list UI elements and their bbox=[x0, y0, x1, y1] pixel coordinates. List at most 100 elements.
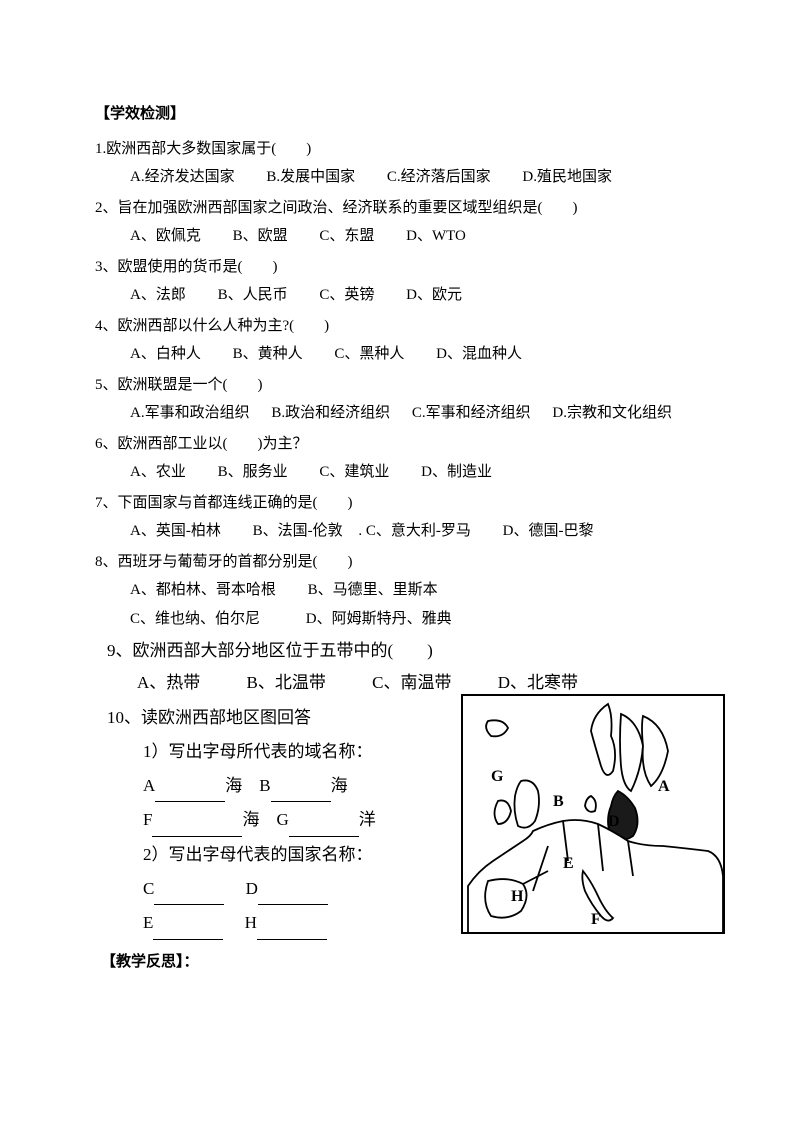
map-label-g: G bbox=[491, 768, 504, 785]
q1-opt-b: B.发展中国家 bbox=[266, 163, 355, 192]
q3-opt-d: D、欧元 bbox=[406, 281, 462, 310]
q2-opt-b: B、欧盟 bbox=[233, 222, 288, 251]
q4-opt-c: C、黑种人 bbox=[334, 340, 404, 369]
q5-opt-d: D.宗教和文化组织 bbox=[552, 399, 672, 428]
q7-opt-c: . C、意大利-罗马 bbox=[358, 517, 471, 546]
q10-e-label: E bbox=[143, 913, 153, 932]
q10-h-blank bbox=[257, 923, 327, 940]
q6-options: A、农业 B、服务业 C、建筑业 D、制造业 bbox=[95, 458, 705, 487]
q10-f-blank bbox=[152, 820, 242, 837]
q8-options-2: C、维也纳、伯尔尼 D、阿姆斯特丹、雅典 bbox=[95, 605, 705, 634]
q4-opt-a: A、白种人 bbox=[130, 340, 201, 369]
q5-text: 5、欧洲联盟是一个( ) bbox=[95, 371, 705, 400]
q10-d-blank bbox=[258, 888, 328, 905]
q10-g-suffix: 洋 bbox=[359, 810, 376, 829]
q1-opt-d: D.殖民地国家 bbox=[522, 163, 612, 192]
q10-g-label: G bbox=[276, 810, 288, 829]
q10-blank-row-3: C D bbox=[143, 873, 455, 905]
q2-opt-a: A、欧佩克 bbox=[130, 222, 201, 251]
q8-opt-b: B、马德里、里斯本 bbox=[308, 576, 438, 605]
q1-options: A.经济发达国家 B.发展中国家 C.经济落后国家 D.殖民地国家 bbox=[95, 163, 705, 192]
q2-options: A、欧佩克 B、欧盟 C、东盟 D、WTO bbox=[95, 222, 705, 251]
q10-c-blank bbox=[154, 888, 224, 905]
q3-text: 3、欧盟使用的货币是( ) bbox=[95, 253, 705, 282]
question-6: 6、欧洲西部工业以( )为主？ A、农业 B、服务业 C、建筑业 D、制造业 bbox=[95, 430, 705, 487]
europe-map-svg: G B A D E H F bbox=[463, 696, 725, 934]
map-label-e: E bbox=[563, 855, 574, 872]
map-label-h: H bbox=[511, 888, 524, 905]
map-label-d: D bbox=[608, 813, 620, 830]
q5-opt-b: B.政治和经济组织 bbox=[271, 399, 390, 428]
q6-opt-a: A、农业 bbox=[130, 458, 186, 487]
q8-opt-c: C、维也纳、伯尔尼 bbox=[130, 605, 260, 634]
map-label-a: A bbox=[658, 778, 670, 795]
q10-sub2: 2）写出字母代表的国家名称： bbox=[143, 839, 455, 871]
question-3: 3、欧盟使用的货币是( ) A、法郎 B、人民币 C、英镑 D、欧元 bbox=[95, 253, 705, 310]
q2-opt-c: C、东盟 bbox=[319, 222, 374, 251]
q5-opt-c: C.军事和经济组织 bbox=[412, 399, 531, 428]
q3-opt-a: A、法郎 bbox=[130, 281, 186, 310]
q10-d-label: D bbox=[246, 879, 258, 898]
question-2: 2、旨在加强欧洲西部国家之间政治、经济联系的重要区域型组织是( ) A、欧佩克 … bbox=[95, 194, 705, 251]
q6-opt-d: D、制造业 bbox=[421, 458, 492, 487]
q10-c-label: C bbox=[143, 879, 154, 898]
map-label-f: F bbox=[591, 911, 601, 928]
q4-opt-b: B、黄种人 bbox=[233, 340, 303, 369]
q10-f-suffix: 海 bbox=[242, 810, 259, 829]
q10-h-label: H bbox=[245, 913, 257, 932]
q5-opt-a: A.军事和政治组织 bbox=[130, 399, 250, 428]
q10-a-suffix: 海 bbox=[225, 776, 242, 795]
q8-opt-d: D、阿姆斯特丹、雅典 bbox=[306, 605, 452, 634]
q8-text: 8、西班牙与葡萄牙的首都分别是( ) bbox=[95, 548, 705, 577]
question-9: 9、欧洲西部大部分地区位于五带中的( ) A、热带 B、北温带 C、南温带 D、… bbox=[95, 635, 705, 700]
question-4: 4、欧洲西部以什么人种为主?( ) A、白种人 B、黄种人 C、黑种人 D、混血… bbox=[95, 312, 705, 369]
q10-blank-row-1: A海 B海 bbox=[143, 770, 455, 802]
q4-opt-d: D、混血种人 bbox=[436, 340, 522, 369]
q9-opt-b: B、北温带 bbox=[247, 667, 326, 699]
question-10: 10、读欧洲西部地区图回答 1）写出字母所代表的域名称： A海 B海 F海 G洋… bbox=[95, 702, 705, 940]
q7-opt-d: D、德国-巴黎 bbox=[503, 517, 594, 546]
q7-opt-b: B、法国-伦敦 bbox=[253, 517, 343, 546]
q6-text: 6、欧洲西部工业以( )为主？ bbox=[95, 430, 705, 459]
q10-b-suffix: 海 bbox=[331, 776, 348, 795]
q10-g-blank bbox=[289, 820, 359, 837]
q10-blank-row-2: F海 G洋 bbox=[143, 804, 455, 836]
q6-opt-b: B、服务业 bbox=[218, 458, 288, 487]
q3-options: A、法郎 B、人民币 C、英镑 D、欧元 bbox=[95, 281, 705, 310]
q3-opt-b: B、人民币 bbox=[218, 281, 288, 310]
section-header: 【学效检测】 bbox=[95, 100, 705, 129]
question-7: 7、下面国家与首都连线正确的是( ) A、英国-柏林 B、法国-伦敦 . C、意… bbox=[95, 489, 705, 546]
map-label-b: B bbox=[553, 793, 564, 810]
q10-sub1: 1）写出字母所代表的域名称： bbox=[143, 736, 455, 768]
q4-text: 4、欧洲西部以什么人种为主?( ) bbox=[95, 312, 705, 341]
q10-b-blank bbox=[271, 785, 331, 802]
europe-map: G B A D E H F bbox=[461, 694, 725, 934]
question-8: 8、西班牙与葡萄牙的首都分别是( ) A、都柏林、哥本哈根 B、马德里、里斯本 … bbox=[95, 548, 705, 634]
q9-text: 9、欧洲西部大部分地区位于五带中的( ) bbox=[107, 635, 705, 667]
q2-opt-d: D、WTO bbox=[406, 222, 466, 251]
q3-opt-c: C、英镑 bbox=[319, 281, 374, 310]
q1-text: 1.欧洲西部大多数国家属于( ) bbox=[95, 135, 705, 164]
q7-text: 7、下面国家与首都连线正确的是( ) bbox=[95, 489, 705, 518]
q8-opt-a: A、都柏林、哥本哈根 bbox=[130, 576, 276, 605]
q10-blank-row-4: E H bbox=[143, 907, 455, 939]
q1-opt-c: C.经济落后国家 bbox=[387, 163, 491, 192]
q9-opt-c: C、南温带 bbox=[372, 667, 451, 699]
q10-a-label: A bbox=[143, 776, 155, 795]
q10-a-blank bbox=[155, 785, 225, 802]
q6-opt-c: C、建筑业 bbox=[319, 458, 389, 487]
q10-b-label: B bbox=[259, 776, 270, 795]
q7-opt-a: A、英国-柏林 bbox=[130, 517, 221, 546]
q1-opt-a: A.经济发达国家 bbox=[130, 163, 235, 192]
q10-e-blank bbox=[153, 923, 223, 940]
question-1: 1.欧洲西部大多数国家属于( ) A.经济发达国家 B.发展中国家 C.经济落后… bbox=[95, 135, 705, 192]
q7-options: A、英国-柏林 B、法国-伦敦 . C、意大利-罗马 D、德国-巴黎 bbox=[95, 517, 705, 546]
q5-options: A.军事和政治组织 B.政治和经济组织 C.军事和经济组织 D.宗教和文化组织 bbox=[95, 399, 705, 428]
reflection-header: 【教学反思】： bbox=[95, 948, 705, 977]
q10-f-label: F bbox=[143, 810, 152, 829]
q8-options-1: A、都柏林、哥本哈根 B、马德里、里斯本 bbox=[95, 576, 705, 605]
q2-text: 2、旨在加强欧洲西部国家之间政治、经济联系的重要区域型组织是( ) bbox=[95, 194, 705, 223]
question-5: 5、欧洲联盟是一个( ) A.军事和政治组织 B.政治和经济组织 C.军事和经济… bbox=[95, 371, 705, 428]
q4-options: A、白种人 B、黄种人 C、黑种人 D、混血种人 bbox=[95, 340, 705, 369]
q9-opt-a: A、热带 bbox=[137, 667, 200, 699]
